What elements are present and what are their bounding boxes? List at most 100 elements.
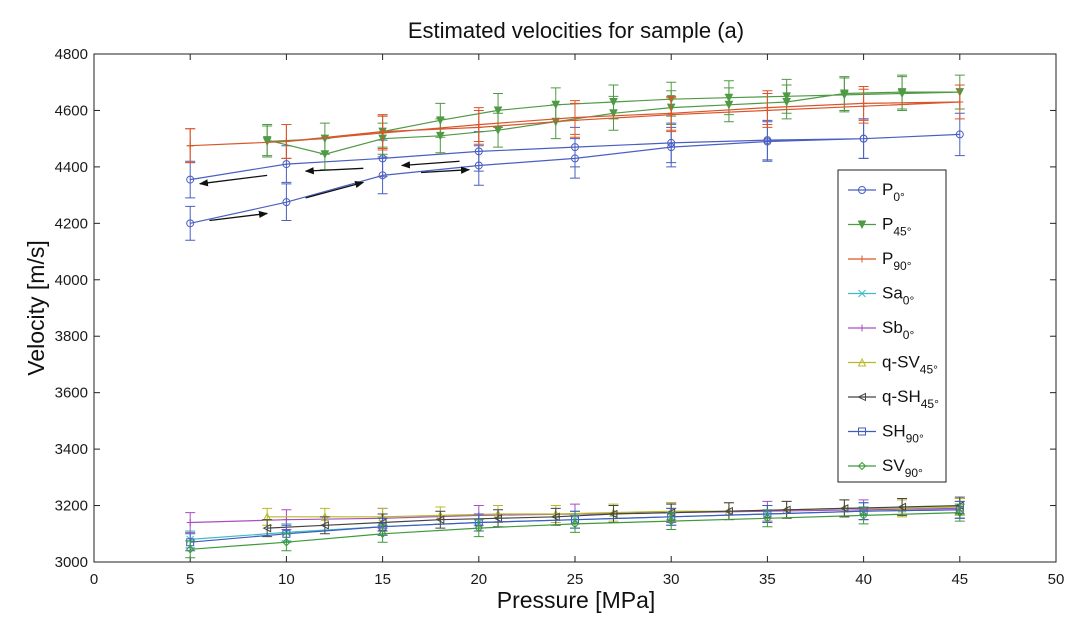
data-point (436, 116, 445, 125)
series-8 (185, 503, 965, 559)
data-point (435, 515, 445, 524)
legend-marker (857, 392, 866, 402)
x-tick-label: 10 (278, 571, 295, 588)
legend-subscript: 0° (893, 190, 905, 204)
y-tick-label: 3800 (55, 328, 88, 345)
data-point (859, 134, 868, 143)
error-bar (435, 510, 446, 529)
data-point (262, 523, 272, 533)
data-point (608, 509, 618, 519)
data-point (570, 519, 580, 529)
legend-subscript: 0° (903, 294, 915, 308)
data-point (185, 545, 195, 554)
data-point (493, 106, 503, 116)
legend-marker (858, 427, 866, 436)
error-bar (473, 519, 484, 538)
axis-ticks: 0 5 10 15 20 25 30 35 40 45 50 3000 3200 3400 3600 3800… (55, 46, 1065, 588)
data-point (609, 97, 618, 107)
data-point (897, 502, 907, 512)
data-point (667, 111, 675, 119)
y-tick-label: 4200 (55, 215, 88, 232)
data-point (763, 106, 771, 114)
data-point (782, 92, 791, 101)
y-axis-label: Velocity [m/s] (23, 240, 49, 375)
x-tick-label: 0 (90, 571, 98, 588)
error-bar (281, 533, 292, 552)
x-tick-label: 40 (855, 571, 872, 588)
legend-subscript: 45° (893, 225, 911, 239)
data-point (379, 128, 387, 136)
legend-marker (857, 357, 867, 367)
data-point (282, 137, 290, 145)
data-point (186, 175, 195, 184)
data-point (763, 514, 772, 523)
arrow (400, 160, 460, 169)
legend-subscript: 0° (903, 328, 915, 342)
data-point (724, 93, 734, 103)
error-bar (185, 540, 196, 559)
data-point (475, 123, 483, 131)
x-tick-label: 30 (663, 571, 680, 588)
error-bar (762, 509, 773, 528)
series-2 (185, 84, 965, 164)
data-point (378, 529, 387, 538)
error-bar (185, 205, 196, 241)
data-point (186, 518, 194, 526)
error-bar (377, 524, 388, 543)
x-axis-label: Pressure [MPa] (497, 587, 656, 613)
y-tick-label: 4400 (55, 159, 88, 176)
x-tick-label: 20 (470, 571, 487, 588)
arrow (305, 181, 365, 199)
x-tick-label: 45 (951, 571, 968, 588)
arrow (304, 167, 364, 175)
data-point (860, 102, 868, 110)
chart-title: Estimated velocities for sample (a) (408, 18, 744, 43)
data-point (840, 90, 849, 100)
data-point (571, 116, 579, 124)
legend-marker (858, 255, 866, 263)
legend-marker (858, 186, 866, 194)
data-point (474, 147, 483, 156)
data-point (474, 523, 484, 533)
arrow (198, 174, 268, 187)
data-point (897, 89, 907, 99)
y-tick-label: 3000 (55, 554, 88, 571)
legend-marker (857, 220, 867, 230)
data-point (282, 160, 291, 169)
y-tick-label: 3200 (55, 498, 88, 515)
data-point (551, 512, 560, 522)
data-point (724, 506, 733, 516)
y-tick-label: 4800 (55, 46, 88, 63)
arrow-annotations (198, 160, 471, 222)
x-tick-label: 35 (759, 571, 776, 588)
data-point (666, 516, 676, 526)
y-tick-label: 3400 (55, 441, 88, 458)
data-point (282, 538, 291, 547)
data-point (493, 513, 503, 523)
error-bar (954, 503, 965, 522)
error-bar (666, 512, 677, 531)
x-tick-label: 25 (567, 571, 584, 588)
error-bar (897, 498, 908, 516)
x-tick-label: 15 (374, 571, 391, 588)
data-point (186, 142, 194, 150)
arrow (209, 210, 269, 222)
legend-subscript: 90° (906, 432, 924, 446)
data-point (378, 154, 387, 163)
data-point (782, 505, 791, 515)
data-point (320, 521, 329, 530)
data-point (186, 219, 195, 228)
data-point (551, 100, 561, 110)
data-point (282, 198, 291, 207)
arrow (421, 166, 471, 174)
data-point (571, 143, 579, 152)
legend-marker (857, 461, 867, 471)
data-point (763, 136, 772, 145)
y-tick-label: 4000 (55, 272, 88, 289)
legend: P0°P45°P90°Sa0°Sb0°q-SV45°q-SH45°SH90°SV… (837, 169, 947, 483)
x-tick-label: 50 (1048, 571, 1065, 588)
data-point (839, 504, 849, 513)
data-point (955, 508, 965, 517)
legend-marker (858, 289, 866, 298)
